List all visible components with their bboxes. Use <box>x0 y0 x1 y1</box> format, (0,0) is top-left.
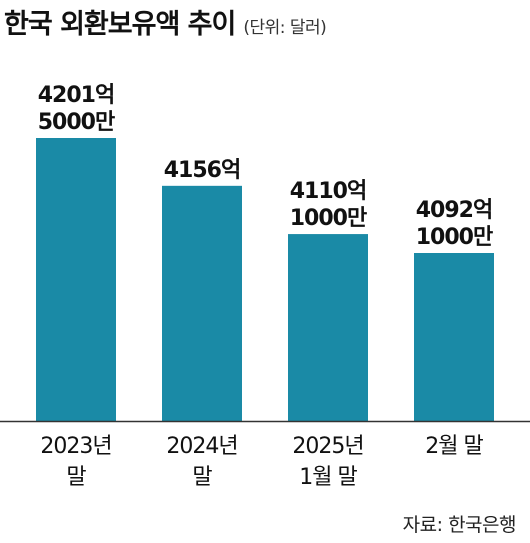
data-label: 4156억 <box>164 158 240 183</box>
category-label: 2023년 <box>40 434 111 459</box>
data-label: 5000만 <box>38 110 115 135</box>
title-row: 한국 외환보유액 추이 (단위: 달러) <box>4 2 327 42</box>
category-label: 말 <box>66 465 86 490</box>
category-label: 2025년 <box>292 434 363 459</box>
category-label: 1월 말 <box>299 465 357 490</box>
category-label: 2월 말 <box>425 434 483 459</box>
bar-1 <box>36 138 116 421</box>
category-label: 말 <box>192 465 212 490</box>
data-label: 1000만 <box>416 225 493 250</box>
data-label: 4092억 <box>416 198 492 223</box>
bar-2 <box>162 185 242 421</box>
unit-note: (단위: 달러) <box>243 18 327 38</box>
data-label: 1000만 <box>290 206 367 231</box>
chart-title: 한국 외환보유액 추이 <box>4 9 236 40</box>
data-label: 4110억 <box>290 179 366 204</box>
bar-4 <box>414 253 494 421</box>
source-note: 자료: 한국은행 <box>402 514 517 536</box>
category-label: 2024년 <box>166 434 237 459</box>
bar-3 <box>288 234 368 421</box>
data-label: 4201억 <box>38 83 114 108</box>
